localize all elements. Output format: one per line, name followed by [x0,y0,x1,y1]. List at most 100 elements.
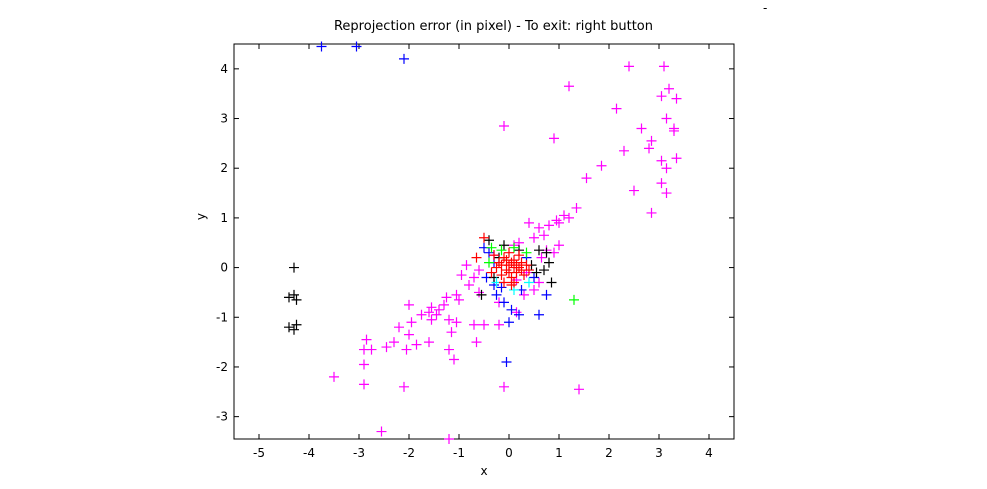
point-plus-marker [519,289,529,300]
point-plus-marker [636,123,647,134]
point-plus-marker [656,155,667,166]
point-plus-marker [619,145,629,156]
point-plus-marker [394,322,404,333]
point-plus-marker [496,260,507,271]
point-plus-marker [476,289,487,300]
point-plus-marker [656,91,667,102]
point-plus-marker [506,304,517,315]
point-plus-marker [534,277,544,288]
point-plus-marker [451,289,462,300]
point-plus-marker [509,262,519,273]
point-plus-marker [514,250,524,261]
point-plus-marker [499,277,509,288]
point-plus-marker [486,242,497,253]
point-plus-marker [499,120,509,131]
point-plus-marker [389,337,399,348]
point-plus-marker [669,125,679,136]
point-plus-marker [494,319,504,330]
point-plus-marker [401,344,412,355]
point-plus-marker [559,210,569,221]
point-plus-marker [289,262,299,273]
point-plus-marker [491,262,502,273]
x-tick-label: 3 [655,446,663,460]
x-tick-label: -2 [403,446,415,460]
point-plus-marker [501,356,512,367]
series-3 [484,242,579,305]
point-plus-marker [406,317,417,328]
point-plus-marker [484,235,494,246]
point-plus-marker [531,267,542,278]
x-tick-label: -3 [353,446,365,460]
point-plus-marker [499,252,509,263]
point-plus-marker [671,153,682,164]
point-plus-marker [661,188,672,199]
point-plus-marker [534,222,544,233]
point-plus-marker [484,247,494,258]
point-plus-marker [289,289,299,300]
series-1 [316,41,552,367]
point-plus-marker [451,317,462,328]
y-tick-label: 1 [220,211,228,225]
point-plus-marker [496,245,507,256]
point-plus-marker [464,279,474,290]
point-plus-marker [529,272,539,283]
point-plus-marker [504,247,514,258]
point-plus-marker [509,242,519,253]
series-5 [471,232,534,290]
y-tick-label: -3 [216,410,228,424]
y-tick-label: -1 [216,310,228,324]
point-plus-marker [571,202,582,213]
point-plus-marker [439,299,449,310]
point-plus-marker [426,314,437,325]
point-plus-marker [479,232,489,243]
point-plus-marker [291,294,302,305]
point-plus-marker [446,327,457,338]
point-plus-marker [416,309,427,320]
point-plus-marker [529,284,539,295]
point-plus-marker [541,289,552,300]
point-plus-marker [536,252,547,263]
point-plus-marker [554,240,564,251]
x-tick-label: -4 [303,446,315,460]
point-plus-marker [496,270,507,281]
point-plus-marker [664,83,674,94]
point-plus-marker [521,247,532,258]
point-plus-marker [504,317,514,328]
point-plus-marker [646,135,657,146]
x-tick-label: -1 [453,446,465,460]
point-plus-marker [494,257,504,268]
point-plus-marker [564,81,574,92]
corner-mark: - [763,1,768,15]
point-plus-marker [539,265,549,276]
point-plus-marker [501,265,512,276]
point-plus-marker [624,61,634,72]
point-plus-marker [316,41,327,52]
point-plus-marker [291,319,302,330]
point-plus-marker [534,309,544,320]
point-plus-marker [359,359,369,370]
x-tick-label: 1 [555,446,563,460]
point-plus-marker [489,250,499,261]
y-tick-label: 2 [220,161,228,175]
point-plus-marker [469,272,479,283]
x-tick-label: 4 [705,446,713,460]
point-plus-marker [564,212,574,223]
point-plus-marker [549,133,559,144]
point-plus-marker [289,324,299,335]
point-plus-marker [539,230,549,241]
point-plus-marker [546,277,557,288]
point-plus-marker [471,337,482,348]
point-plus-marker [506,257,517,268]
point-plus-marker [581,173,592,184]
point-plus-marker [404,329,414,340]
point-plus-marker [504,267,514,278]
point-plus-marker [456,270,467,281]
point-plus-marker [511,307,522,318]
point-plus-marker [424,307,434,318]
point-plus-marker [426,302,437,313]
point-plus-marker [484,257,494,268]
point-plus-marker [461,260,472,271]
point-plus-marker [376,426,387,437]
point-plus-marker [329,371,339,382]
